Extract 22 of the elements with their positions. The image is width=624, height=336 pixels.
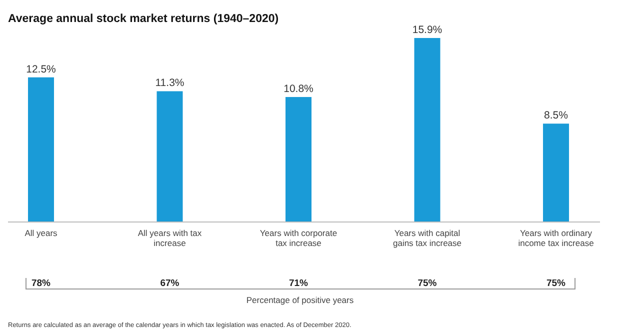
bar (414, 38, 440, 222)
data-label: 15.9% (412, 24, 442, 36)
bar (28, 77, 54, 222)
chart-title: Average annual stock market returns (1940–2020) (8, 13, 279, 25)
data-label: 10.8% (284, 83, 314, 96)
text: 75% (418, 278, 438, 289)
x-tick-label: Years with ordinary income tax increase (518, 228, 594, 248)
bar (543, 124, 569, 222)
text: 78% (31, 278, 52, 289)
x-tick-label: Years with corporate tax increase (260, 228, 338, 248)
x-tick-label: All years with tax increase (138, 228, 202, 248)
text: 67% (160, 278, 180, 289)
text: 75% (546, 278, 566, 289)
bar (156, 91, 183, 222)
x-tick-label: Years with capital gains tax increase (392, 228, 462, 248)
x-tick-label: All years (24, 228, 58, 238)
data-label: 11.3% (155, 77, 184, 90)
data-label: 8.5% (544, 110, 568, 122)
data-label: 12.5% (26, 63, 56, 76)
text: Percentage of positive years (246, 295, 354, 305)
bar (286, 97, 312, 222)
text: 71% (288, 278, 309, 289)
